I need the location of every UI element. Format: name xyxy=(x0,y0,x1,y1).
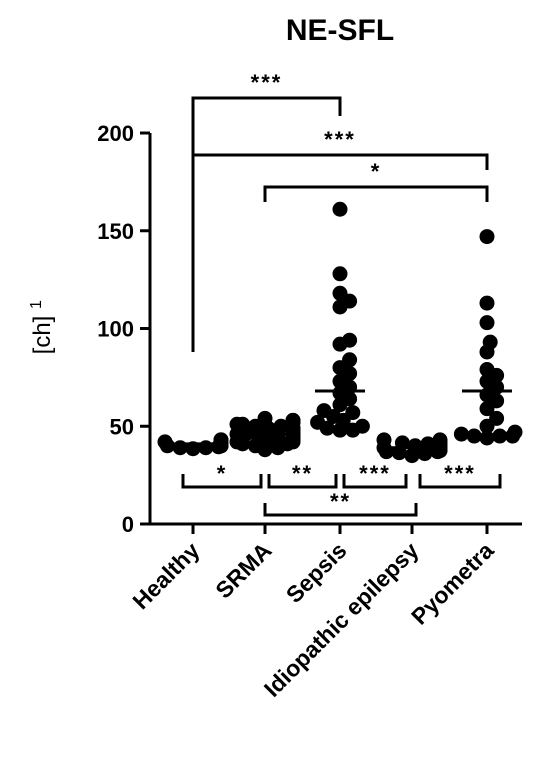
significance-label: ** xyxy=(292,461,313,486)
significance-label: *** xyxy=(444,461,476,486)
data-point xyxy=(229,416,245,432)
y-tick-label: 200 xyxy=(97,121,134,146)
significance-bracket xyxy=(342,474,408,489)
significance-label: *** xyxy=(251,70,283,95)
data-point xyxy=(479,362,495,378)
data-point xyxy=(332,285,348,301)
data-point xyxy=(345,405,361,421)
significance-bracket xyxy=(181,474,263,489)
significance-label: *** xyxy=(359,461,391,486)
data-point xyxy=(332,201,348,217)
data-point xyxy=(257,410,273,426)
significance-bracket xyxy=(191,153,489,170)
data-point xyxy=(342,332,358,348)
x-tick-label: Healthy xyxy=(127,537,204,614)
y-axis-label-superscript: 1 xyxy=(28,300,45,309)
significance-label: *** xyxy=(324,127,356,152)
data-point xyxy=(479,315,495,331)
data-point xyxy=(466,428,482,444)
significance-label: * xyxy=(371,159,382,184)
y-axis-ticks: 0 50 100 150 200 xyxy=(97,121,150,537)
y-tick-label: 100 xyxy=(97,317,134,342)
y-tick-label: 0 xyxy=(122,512,134,537)
data-point xyxy=(354,418,370,434)
data-point xyxy=(273,418,289,434)
significance-bracket xyxy=(263,185,489,202)
chart-title: NE-SFL xyxy=(286,14,394,47)
y-tick-label: 50 xyxy=(110,414,134,439)
significance-label: * xyxy=(217,461,228,486)
significance-bracket xyxy=(418,474,502,489)
data-point xyxy=(157,434,173,450)
significance-brackets: ******** ** *** ***** xyxy=(181,70,502,517)
data-point xyxy=(492,428,508,444)
significance-bracket xyxy=(267,474,338,489)
data-point xyxy=(342,352,358,368)
x-tick-label: Sepsis xyxy=(281,537,352,608)
y-axis-label-text: [ch] xyxy=(29,316,56,355)
x-tick-label: Pyometra xyxy=(406,537,499,630)
data-point xyxy=(332,266,348,282)
y-axis-label: [ch] 1 xyxy=(28,300,56,354)
significance-label: ** xyxy=(330,489,351,514)
data-point xyxy=(479,229,495,245)
x-tick-label: SRMA xyxy=(210,537,276,603)
data-point xyxy=(453,426,469,442)
data-point xyxy=(285,412,301,428)
significance-bracket xyxy=(263,503,418,517)
data-points xyxy=(157,201,523,464)
median-lines xyxy=(168,389,512,450)
y-tick-label: 150 xyxy=(97,219,134,244)
data-point xyxy=(479,430,495,446)
data-point xyxy=(479,295,495,311)
data-point xyxy=(489,410,505,426)
data-point xyxy=(432,432,448,448)
data-point xyxy=(407,438,423,454)
data-point xyxy=(376,432,392,448)
data-point xyxy=(507,424,523,440)
data-point xyxy=(316,403,332,419)
svg-text:[ch]: [ch] xyxy=(29,316,56,355)
data-point xyxy=(482,334,498,350)
data-point xyxy=(310,414,326,430)
significance-bracket xyxy=(191,96,342,352)
